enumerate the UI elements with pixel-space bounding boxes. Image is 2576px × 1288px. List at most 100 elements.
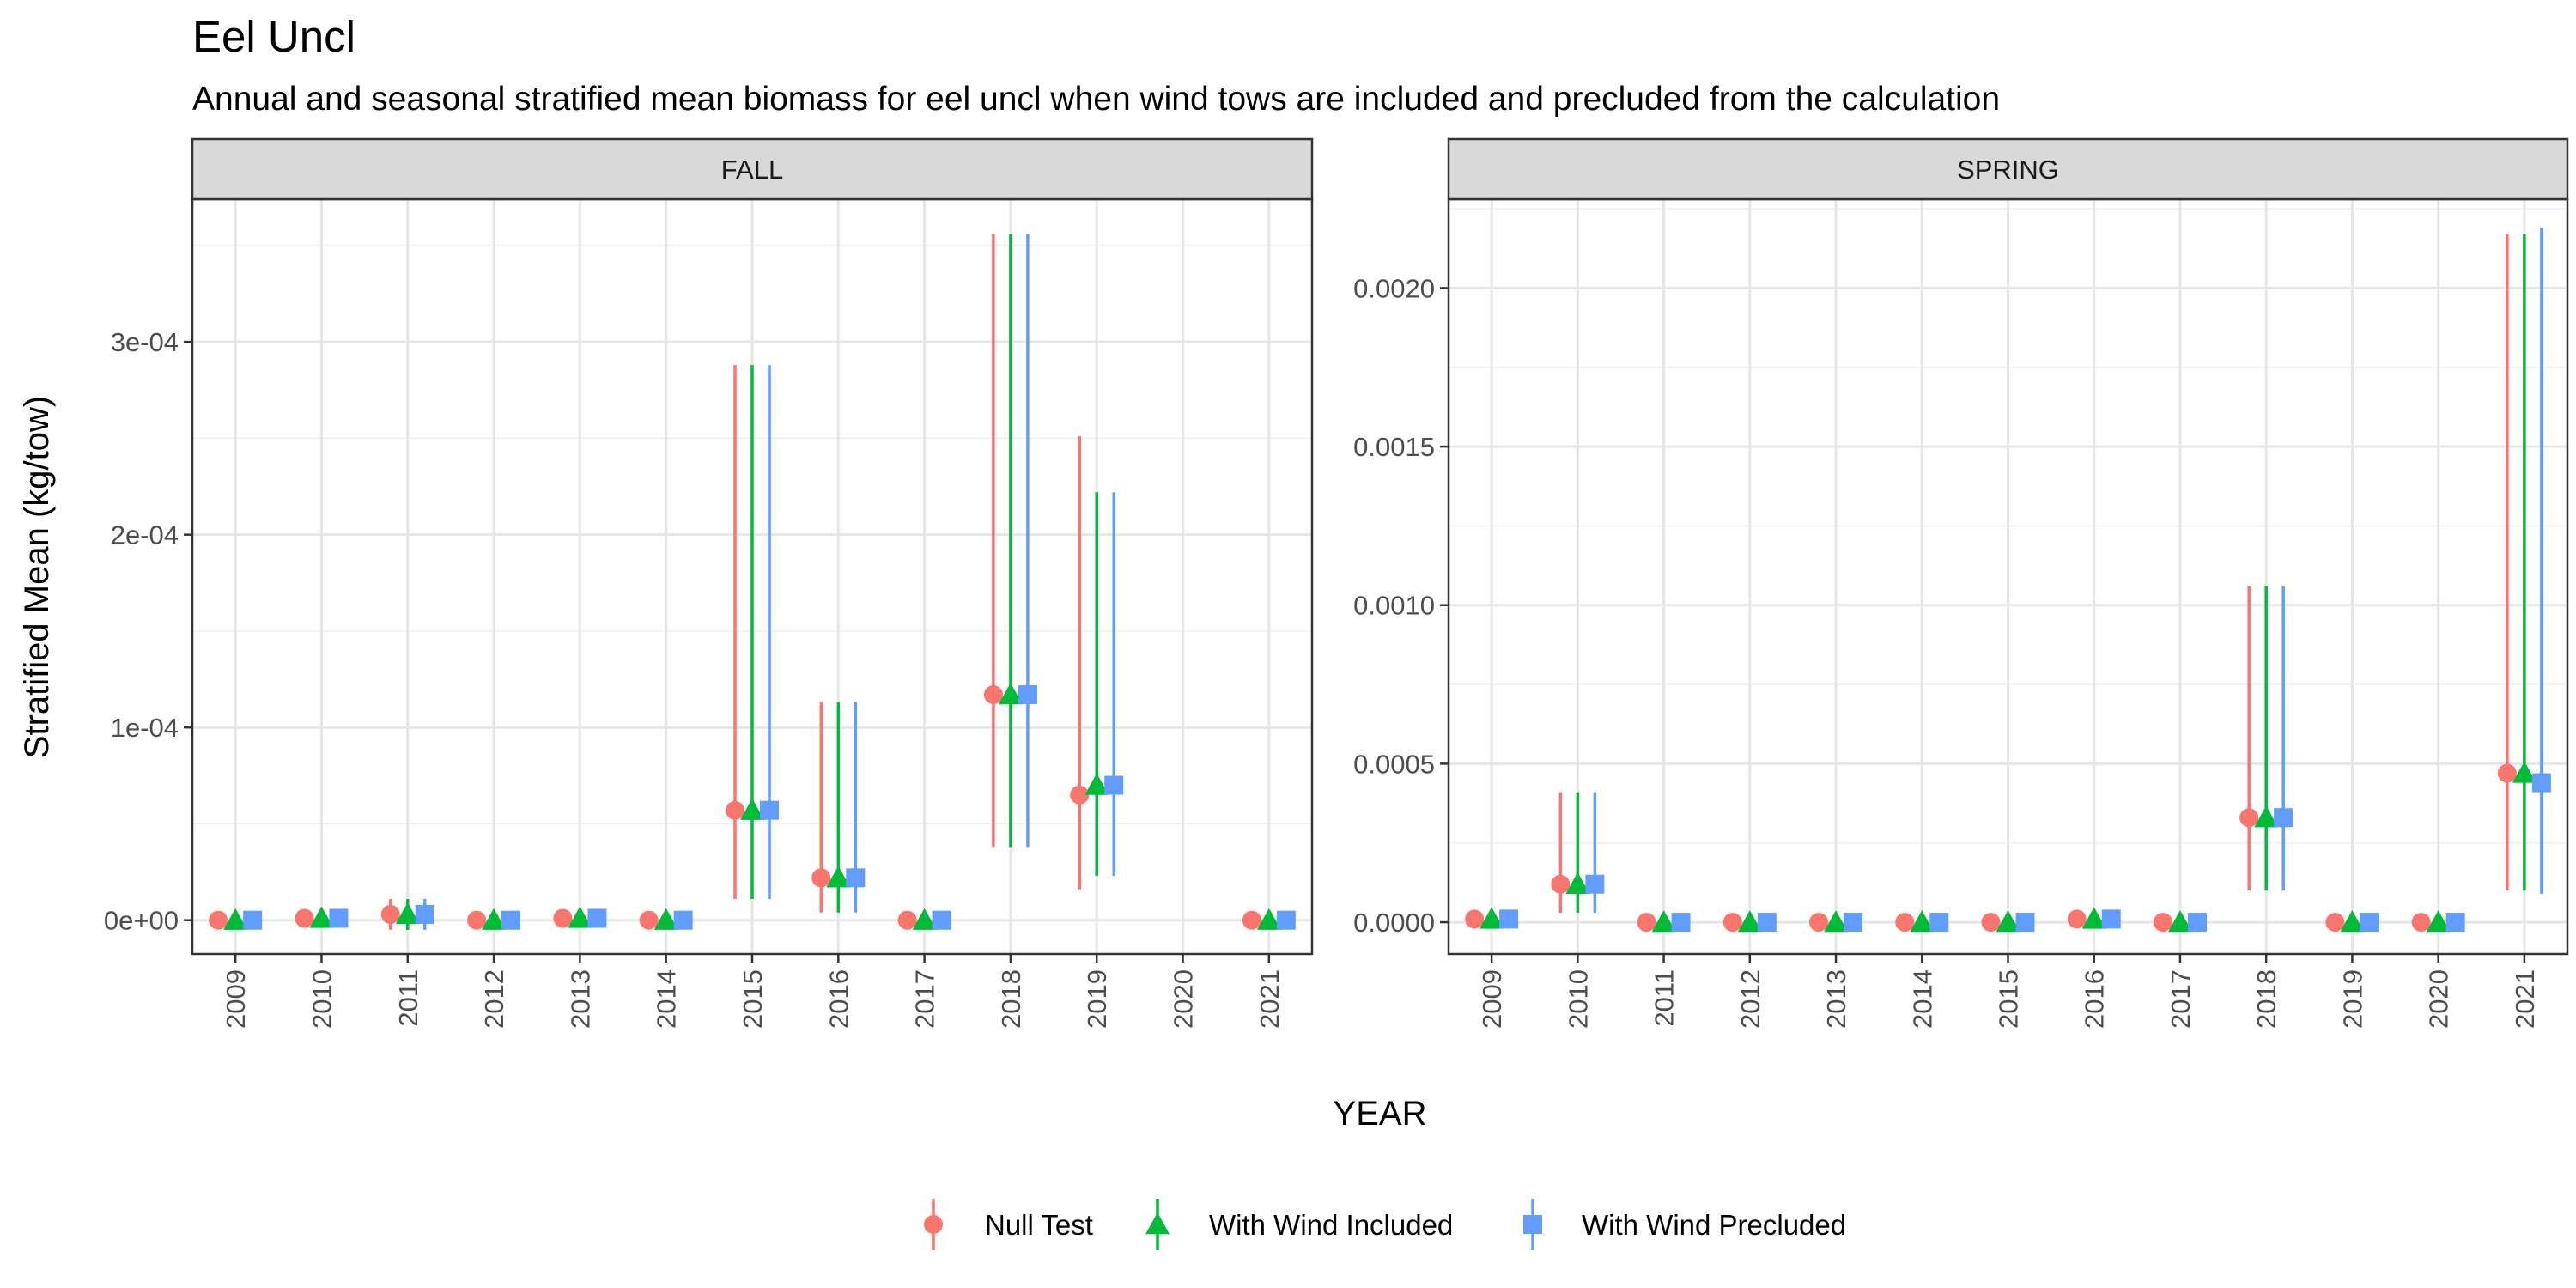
legend-key-square [1523, 1215, 1542, 1234]
legend: Null Test With Wind Included With Wind Pre… [924, 1199, 1846, 1250]
data-point [2445, 913, 2465, 933]
y-tick-label: 0.0020 [1353, 273, 1435, 303]
y-tick-label: 3e-04 [111, 327, 179, 357]
x-tick-label: 2018 [2251, 969, 2281, 1029]
data-point [983, 685, 1003, 705]
y-tick-label: 0.0015 [1353, 432, 1435, 462]
data-point [329, 908, 349, 928]
data-point [897, 910, 917, 930]
legend-label: With Wind Precluded [1582, 1209, 1846, 1241]
x-tick-label: 2010 [1563, 969, 1593, 1029]
legend-item: Null Test [924, 1199, 1093, 1250]
data-point [467, 910, 487, 930]
data-point [2254, 805, 2279, 828]
data-point [2101, 909, 2121, 929]
data-point [1910, 910, 1935, 933]
data-point [1981, 913, 2001, 933]
facet-strip-label: FALL [721, 155, 783, 185]
data-point [380, 904, 400, 924]
series-triangle [223, 234, 1281, 930]
data-point [1104, 775, 1124, 795]
x-tick-label: 2010 [307, 969, 337, 1029]
x-tick-label: 2014 [652, 969, 682, 1029]
data-point [2067, 909, 2087, 929]
data-point [811, 868, 831, 888]
data-point [1722, 913, 1742, 933]
data-point [998, 683, 1023, 705]
data-point [1637, 913, 1656, 933]
y-tick-label: 2e-04 [111, 520, 179, 550]
data-point [415, 904, 434, 924]
data-point [1465, 909, 1485, 929]
data-point [1585, 874, 1605, 894]
legend-label: With Wind Included [1209, 1209, 1453, 1241]
x-tick-label: 2016 [2080, 969, 2110, 1029]
data-point [1479, 907, 1504, 929]
data-point [223, 908, 248, 930]
data-point [826, 866, 851, 888]
legend-label: Null Test [985, 1209, 1093, 1241]
data-point [1084, 773, 1109, 795]
series-triangle [1479, 234, 2537, 933]
y-axis-title: Stratified Mean (kg/tow) [18, 396, 56, 758]
x-tick-label: 2015 [1994, 969, 2024, 1029]
x-tick-label: 2013 [1821, 969, 1851, 1029]
legend-key-triangle [1145, 1212, 1170, 1235]
y-tick-label: 0e+00 [104, 906, 179, 936]
data-point [1551, 874, 1571, 894]
data-point [2411, 913, 2431, 933]
data-point [1895, 913, 1915, 933]
data-point [2512, 761, 2537, 783]
facet-strip [1447, 137, 2569, 201]
x-tick-label: 2017 [2166, 969, 2196, 1029]
data-point [760, 800, 779, 820]
legend-item: With Wind Precluded [1523, 1199, 1846, 1250]
x-axis-title: YEAR [1334, 1095, 1427, 1133]
data-point [1499, 909, 1519, 929]
data-point [1929, 913, 1949, 933]
data-point [2081, 907, 2106, 929]
x-tick-label: 2011 [393, 969, 423, 1027]
data-point [2239, 808, 2259, 828]
data-point [1276, 910, 1296, 930]
data-point [568, 906, 592, 928]
data-point [2360, 913, 2379, 933]
x-tick-label: 2012 [479, 969, 509, 1029]
data-point [1565, 872, 1590, 894]
data-point [2167, 910, 2192, 933]
data-point [1070, 785, 1090, 805]
panel-spring: SPRING 0.0000 0.0005 0.0010 0.0015 0.0020 2009… [1353, 137, 2569, 1029]
x-tick-label: 2020 [2424, 969, 2454, 1029]
x-tick-label: 2009 [1477, 969, 1507, 1029]
data-point [912, 908, 937, 930]
data-point [932, 910, 951, 930]
data-point [2426, 910, 2451, 933]
data-point [1651, 910, 1676, 933]
data-point [587, 908, 607, 928]
data-point [2015, 913, 2035, 933]
data-point [726, 800, 744, 820]
data-point [653, 908, 678, 930]
y-tick-label: 0.0010 [1353, 591, 1435, 621]
panels: FALL 0e+00 1e-04 2e-04 3e-04 2009 2010 2011 2012… [104, 137, 2569, 1029]
data-point [846, 868, 866, 888]
data-point [673, 910, 693, 930]
legend-item: With Wind Included [1145, 1199, 1453, 1250]
x-tick-label: 2009 [221, 969, 251, 1029]
series-square [243, 234, 1296, 930]
data-point [2187, 913, 2207, 933]
chart-subtitle: Annual and seasonal stratified mean biom… [192, 81, 2000, 118]
data-point [1256, 908, 1281, 930]
data-point [2325, 913, 2345, 933]
x-tick-label: 2012 [1735, 969, 1765, 1029]
x-tick-label: 2019 [1082, 969, 1112, 1029]
y-tick-label: 1e-04 [111, 713, 179, 743]
data-point [243, 910, 263, 930]
x-tick-label: 2014 [1907, 969, 1937, 1029]
data-point [1757, 913, 1777, 933]
y-tick-label: 0.0005 [1353, 749, 1435, 779]
data-point [639, 910, 659, 930]
data-point [2340, 910, 2365, 933]
x-tick-label: 2015 [738, 969, 768, 1029]
